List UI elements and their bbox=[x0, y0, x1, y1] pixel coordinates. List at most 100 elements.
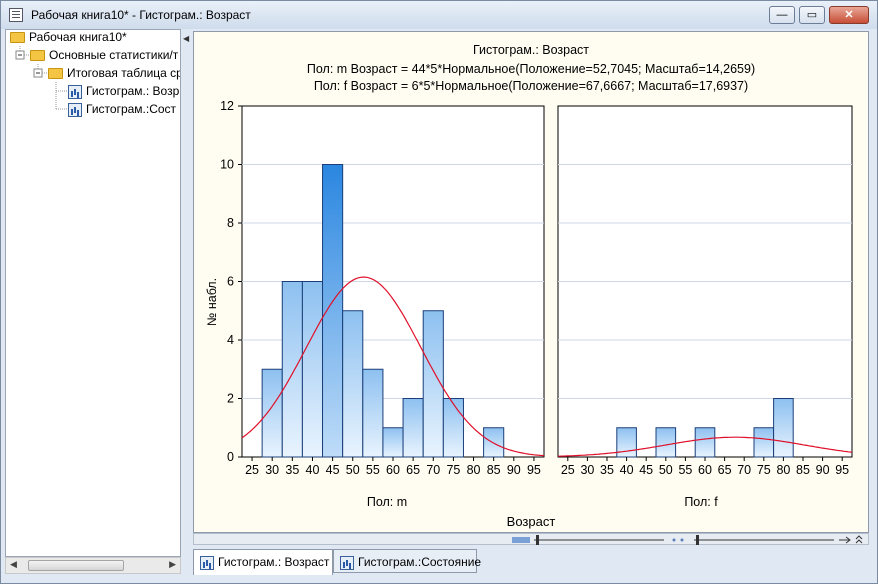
close-button[interactable]: ✕ bbox=[829, 6, 869, 24]
tree-item-histogram-state[interactable]: Гистограм.:Сост bbox=[68, 100, 176, 118]
histogram-bar bbox=[616, 427, 637, 458]
title-bar[interactable]: Рабочая книга10* - Гистограм.: Возраст —… bbox=[1, 1, 877, 29]
histogram-panel: 25 30 35 40 45 50 55 60 65 70 75 80 85 90 95 0 2 4 6 8 10 12 bbox=[220, 99, 545, 477]
x-tick-label: 95 bbox=[527, 463, 541, 477]
folder-open-icon bbox=[30, 50, 45, 62]
tree-item-label: Итоговая таблица ср bbox=[67, 66, 181, 80]
tree-item-basic-statistics[interactable]: Основные статистики/т bbox=[30, 46, 178, 64]
folder-open-icon bbox=[48, 68, 63, 80]
tree-connector-lines bbox=[15, 46, 68, 110]
x-tick-label: 45 bbox=[639, 463, 653, 477]
histogram-chart: Гистограм.: Возраст Пол: m Возраст = 44*… bbox=[205, 43, 853, 529]
x-tick-label: 95 bbox=[835, 463, 849, 477]
histogram-bar bbox=[442, 398, 464, 458]
workbook-tree[interactable]: Рабочая книга10* Основные статистики/т И… bbox=[5, 29, 181, 557]
y-tick-label: 0 bbox=[227, 450, 234, 464]
scroll-right-arrow-icon[interactable]: ▶ bbox=[169, 559, 176, 569]
window-title: Рабочая книга10* - Гистограм.: Возраст bbox=[31, 8, 251, 22]
maximize-button[interactable]: ▭ bbox=[799, 6, 825, 24]
minimize-button[interactable]: — bbox=[769, 6, 795, 24]
tree-item-workbook[interactable]: Рабочая книга10* bbox=[10, 30, 127, 46]
histogram-panel: 25 30 35 40 45 50 55 60 65 70 75 80 85 90 95 bbox=[557, 105, 853, 477]
tree-item-label: Основные статистики/т bbox=[49, 48, 179, 62]
histogram-bar bbox=[655, 427, 677, 458]
normal-fit-curve bbox=[558, 436, 853, 457]
x-tick-label: 70 bbox=[737, 463, 751, 477]
histogram-bar bbox=[483, 427, 505, 458]
histogram-icon bbox=[200, 555, 214, 570]
x-tick-label: 65 bbox=[718, 463, 732, 477]
x-tick-label: 90 bbox=[507, 463, 521, 477]
zoom-controls bbox=[512, 535, 863, 545]
x-tick-label: 25 bbox=[561, 463, 575, 477]
histogram-bar bbox=[322, 164, 344, 458]
tab-histogram-age[interactable]: Гистограм.: Возраст bbox=[193, 549, 333, 575]
x-tick-label: 40 bbox=[306, 463, 320, 477]
tree-item-label: Гистограм.:Сост bbox=[86, 102, 177, 116]
x-tick-label: 35 bbox=[600, 463, 614, 477]
y-tick-label: 4 bbox=[227, 333, 234, 347]
scrollbar-thumb[interactable] bbox=[28, 560, 124, 571]
y-tick-label: 12 bbox=[220, 99, 234, 113]
scroll-left-arrow-icon[interactable]: ◀ bbox=[10, 559, 17, 569]
tab-label: Гистограм.: Возраст bbox=[218, 555, 330, 569]
x-tick-label: 60 bbox=[698, 463, 712, 477]
x-tick-label: 55 bbox=[366, 463, 380, 477]
scroll-dot-icon bbox=[672, 538, 676, 542]
x-tick-label: 55 bbox=[678, 463, 692, 477]
x-tick-label: 35 bbox=[285, 463, 299, 477]
x-tick-label: 60 bbox=[386, 463, 400, 477]
x-tick-label: 65 bbox=[406, 463, 420, 477]
x-tick-label: 75 bbox=[757, 463, 771, 477]
x-tick-label: 80 bbox=[467, 463, 481, 477]
histogram-bar bbox=[301, 281, 324, 458]
chart-title: Гистограм.: Возраст bbox=[473, 43, 589, 57]
histogram-bar bbox=[402, 398, 424, 458]
histogram-bar bbox=[753, 427, 775, 458]
scroll-slider-handle[interactable] bbox=[696, 535, 699, 545]
chart-subtitle-f: Пол: f Возраст = 6*5*Нормальное(Положени… bbox=[314, 79, 748, 93]
x-tick-label: 80 bbox=[776, 463, 790, 477]
x-tick-label: 25 bbox=[245, 463, 259, 477]
x-tick-label: 40 bbox=[620, 463, 634, 477]
graph-panel[interactable]: Гистограм.: Возраст Пол: m Возраст = 44*… bbox=[193, 31, 869, 533]
histogram-bar bbox=[342, 310, 364, 458]
x-tick-label: 50 bbox=[659, 463, 673, 477]
y-axis-label: № набл. bbox=[205, 278, 219, 326]
x-tick-label: 45 bbox=[326, 463, 340, 477]
x-tick-label: 30 bbox=[580, 463, 594, 477]
y-tick-label: 10 bbox=[220, 158, 234, 172]
y-tick-label: 2 bbox=[227, 392, 234, 406]
tree-item-histogram-age[interactable]: Гистограм.: Возр bbox=[68, 82, 179, 100]
pan-arrow-icon[interactable] bbox=[839, 536, 851, 544]
x-tick-label: 85 bbox=[487, 463, 501, 477]
histogram-icon bbox=[340, 555, 354, 570]
graph-toolbar-strip bbox=[193, 533, 869, 545]
tree-item-label: Рабочая книга10* bbox=[29, 30, 127, 44]
histogram-bar bbox=[281, 281, 303, 458]
x-axis-label: Возраст bbox=[507, 514, 556, 529]
tree-item-summary-table[interactable]: Итоговая таблица ср bbox=[48, 64, 181, 82]
histogram-bar bbox=[362, 368, 384, 458]
collapse-pane-arrow-icon[interactable]: ◀ bbox=[183, 34, 190, 43]
x-tick-label: 30 bbox=[265, 463, 279, 477]
zoom-slider-handle[interactable] bbox=[536, 535, 539, 545]
tab-histogram-state[interactable]: Гистограм.:Состояние bbox=[333, 549, 481, 573]
panel-label-m: Пол: m bbox=[367, 495, 407, 509]
histogram-bar bbox=[773, 398, 794, 458]
x-tick-label: 85 bbox=[796, 463, 810, 477]
x-tick-label: 90 bbox=[816, 463, 830, 477]
scroll-dot-icon bbox=[680, 538, 684, 542]
histogram-bar bbox=[694, 427, 716, 458]
y-tick-label: 6 bbox=[227, 275, 234, 289]
tab-label: Гистограм.:Состояние bbox=[358, 555, 482, 569]
expand-icon[interactable] bbox=[855, 535, 863, 544]
x-tick-label: 50 bbox=[346, 463, 360, 477]
histogram-bar bbox=[261, 368, 283, 458]
histogram-icon bbox=[68, 102, 82, 117]
normal-fit-curve bbox=[241, 276, 545, 457]
folder-open-icon bbox=[10, 32, 25, 44]
tree-horizontal-scrollbar[interactable]: ◀ ▶ bbox=[5, 557, 181, 574]
zoom-indicator-icon bbox=[512, 537, 530, 543]
